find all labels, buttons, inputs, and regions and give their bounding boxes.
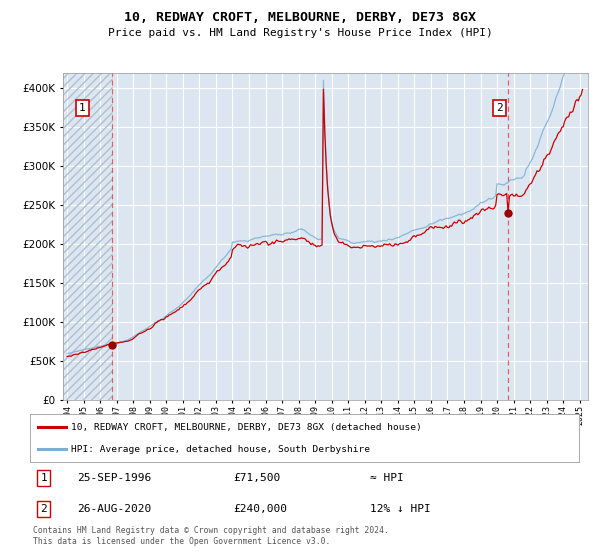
Bar [63, 73, 112, 400]
Bar [63, 73, 112, 400]
Text: 2: 2 [40, 504, 47, 514]
Text: HPI: Average price, detached house, South Derbyshire: HPI: Average price, detached house, Sout… [71, 445, 370, 454]
Text: 2: 2 [496, 103, 503, 113]
Text: 26-AUG-2020: 26-AUG-2020 [77, 504, 151, 514]
Text: £71,500: £71,500 [233, 473, 280, 483]
Text: Contains HM Land Registry data © Crown copyright and database right 2024.
This d: Contains HM Land Registry data © Crown c… [33, 526, 389, 546]
Text: Price paid vs. HM Land Registry's House Price Index (HPI): Price paid vs. HM Land Registry's House … [107, 28, 493, 38]
Text: 10, REDWAY CROFT, MELBOURNE, DERBY, DE73 8GX (detached house): 10, REDWAY CROFT, MELBOURNE, DERBY, DE73… [71, 423, 422, 432]
Text: 10, REDWAY CROFT, MELBOURNE, DERBY, DE73 8GX: 10, REDWAY CROFT, MELBOURNE, DERBY, DE73… [124, 11, 476, 24]
Text: 1: 1 [40, 473, 47, 483]
Text: 25-SEP-1996: 25-SEP-1996 [77, 473, 151, 483]
Text: £240,000: £240,000 [233, 504, 287, 514]
Text: ≈ HPI: ≈ HPI [370, 473, 404, 483]
Text: 12% ↓ HPI: 12% ↓ HPI [370, 504, 431, 514]
Text: 1: 1 [79, 103, 86, 113]
